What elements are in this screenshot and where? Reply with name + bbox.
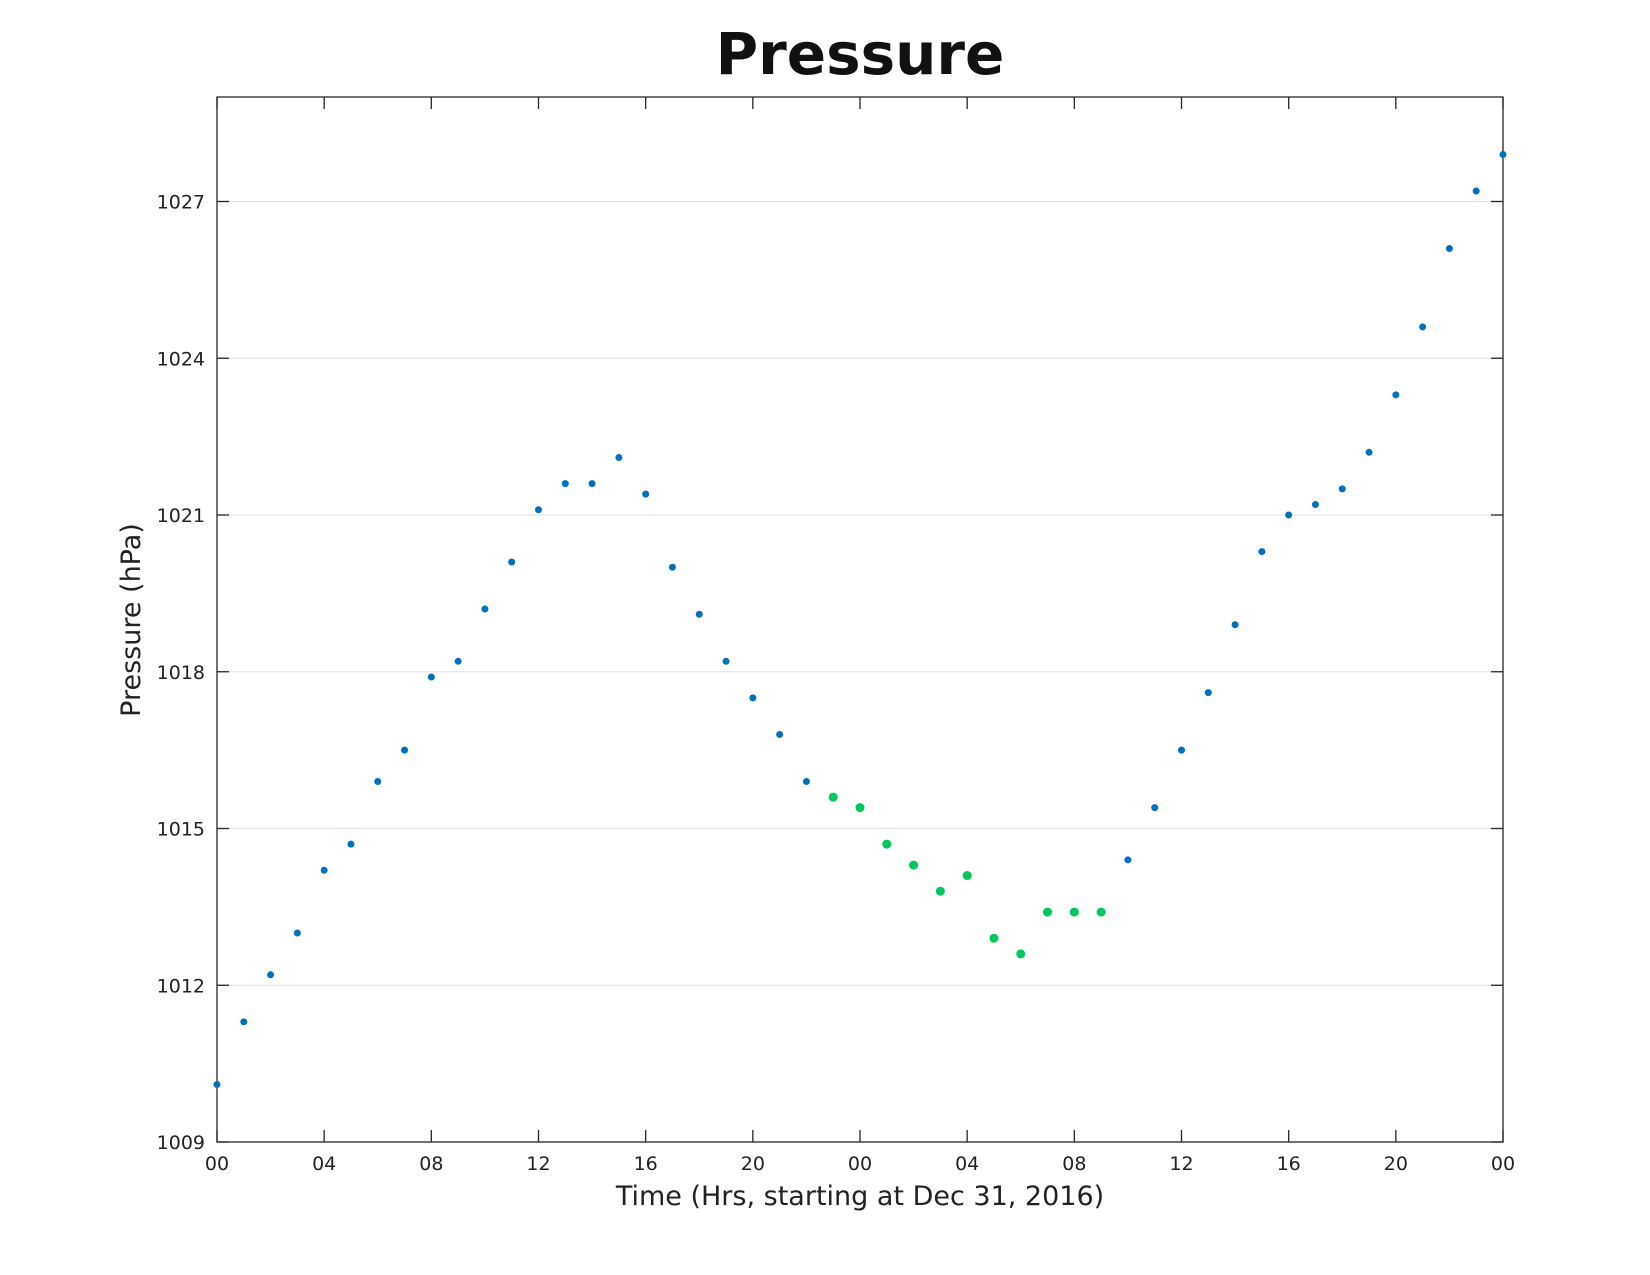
x-axis-label: Time (Hrs, starting at Dec 31, 2016) xyxy=(615,1181,1104,1212)
data-point xyxy=(347,840,355,848)
x-tick-label: 12 xyxy=(1169,1153,1193,1175)
data-point xyxy=(454,657,462,665)
data-point xyxy=(855,803,865,813)
data-point xyxy=(909,860,919,870)
x-tick-label: 00 xyxy=(848,1153,872,1175)
data-point xyxy=(1419,323,1427,331)
y-tick-label: 1012 xyxy=(157,975,205,997)
data-point xyxy=(695,610,703,618)
data-point xyxy=(1124,856,1132,864)
data-point xyxy=(535,506,542,514)
data-point xyxy=(828,792,838,802)
y-tick-label: 1021 xyxy=(157,505,205,527)
axis-ticks xyxy=(216,97,1504,1143)
data-point xyxy=(749,694,757,702)
data-point xyxy=(1178,746,1185,754)
data-point xyxy=(802,777,810,785)
data-point xyxy=(1499,150,1507,158)
data-point xyxy=(588,480,596,488)
chart-title: Pressure xyxy=(716,20,1005,88)
x-tick-label: 08 xyxy=(1062,1153,1086,1175)
data-point xyxy=(935,886,945,896)
data-point xyxy=(1151,804,1159,812)
x-tick-label: 16 xyxy=(1277,1153,1301,1175)
data-point xyxy=(267,971,275,979)
x-tick-label: 00 xyxy=(205,1153,229,1175)
data-point xyxy=(293,929,301,937)
x-tick-label: 16 xyxy=(634,1153,658,1175)
data-point xyxy=(1392,391,1400,399)
data-point xyxy=(427,673,435,681)
data-point xyxy=(561,480,569,488)
y-axis-tick-labels: 1009 1012 1015 1018 1021 1024 1027 xyxy=(157,192,205,1155)
x-tick-label: 12 xyxy=(526,1153,550,1175)
data-point xyxy=(615,454,623,462)
data-point xyxy=(1365,448,1373,456)
data-points xyxy=(213,150,1507,1089)
gridlines xyxy=(217,201,1503,986)
data-point xyxy=(1311,501,1319,509)
data-point xyxy=(320,866,328,874)
data-point xyxy=(508,558,516,566)
data-point xyxy=(1258,548,1266,556)
data-point xyxy=(668,563,676,571)
data-point xyxy=(642,490,650,498)
data-point xyxy=(1069,907,1079,917)
data-point xyxy=(962,871,972,881)
data-point xyxy=(240,1018,248,1026)
x-tick-label: 20 xyxy=(741,1153,765,1175)
x-tick-label: 04 xyxy=(955,1153,979,1175)
data-point xyxy=(481,605,489,613)
data-point xyxy=(1285,511,1293,519)
data-point xyxy=(1472,187,1480,195)
y-tick-label: 1024 xyxy=(157,348,205,370)
y-tick-label: 1009 xyxy=(157,1132,205,1154)
x-axis-tick-labels: 00 04 08 12 16 20 00 04 08 12 16 20 00 xyxy=(205,1153,1515,1175)
data-point xyxy=(1016,949,1026,959)
data-point xyxy=(989,933,999,943)
data-point xyxy=(374,777,382,785)
data-point xyxy=(1204,689,1212,697)
x-tick-label: 04 xyxy=(312,1153,336,1175)
data-point xyxy=(882,839,892,849)
x-tick-label: 08 xyxy=(419,1153,443,1175)
data-point xyxy=(213,1081,221,1089)
data-point xyxy=(1043,907,1053,917)
data-point xyxy=(401,746,409,754)
data-point xyxy=(1231,621,1239,629)
x-tick-label: 00 xyxy=(1491,1153,1515,1175)
y-tick-label: 1018 xyxy=(157,662,205,684)
data-point xyxy=(1445,245,1453,253)
y-axis-label: Pressure (hPa) xyxy=(116,523,147,717)
y-tick-label: 1015 xyxy=(157,819,205,841)
x-tick-label: 20 xyxy=(1384,1153,1408,1175)
data-point xyxy=(722,657,730,665)
data-point xyxy=(776,730,784,738)
data-point xyxy=(1338,485,1346,493)
y-tick-label: 1027 xyxy=(157,192,205,214)
data-point xyxy=(1096,907,1106,917)
